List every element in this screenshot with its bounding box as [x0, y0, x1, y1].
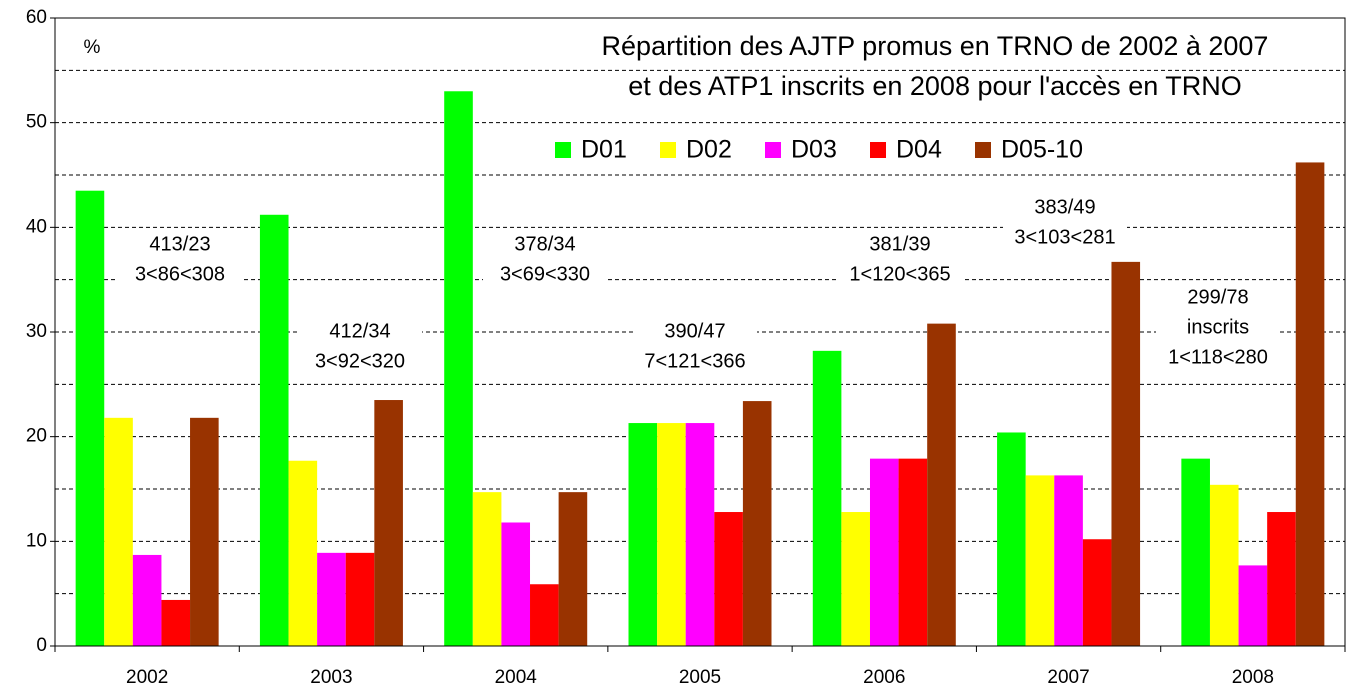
annotation: 378/34 — [514, 233, 575, 255]
annotation: 413/23 — [149, 233, 210, 255]
bar — [317, 552, 346, 646]
annotation-bg — [1156, 344, 1280, 372]
x-tick-label: 2004 — [495, 667, 538, 688]
bar — [714, 512, 743, 646]
annotation: 1<120<365 — [849, 263, 950, 285]
annotation: inscrits — [1187, 316, 1249, 338]
annotation-bg — [298, 318, 422, 346]
x-tick-label: 2007 — [1047, 667, 1089, 688]
annotation-bg — [1003, 194, 1127, 222]
annotation: 412/34 — [329, 320, 390, 342]
annotation-bg — [118, 231, 242, 259]
legend-label: D02 — [686, 136, 732, 164]
plot-area — [54, 17, 1346, 647]
chart-title: Répartition des AJTP promus en TRNO de 2… — [602, 31, 1269, 61]
bar — [161, 599, 191, 646]
annotation-bg — [1156, 314, 1280, 342]
bar — [1181, 458, 1210, 646]
annotation: 299/78 — [1187, 286, 1248, 308]
y-tick-label: 20 — [26, 426, 47, 447]
y-tick-label: 10 — [26, 530, 47, 551]
annotation-bg — [1003, 224, 1127, 252]
annotation-bg — [633, 348, 757, 376]
y-tick-label: 60 — [26, 7, 47, 28]
bar — [288, 460, 318, 646]
bar — [104, 417, 133, 646]
bar — [374, 400, 403, 646]
annotation: 3<86<308 — [135, 263, 225, 285]
bar — [1267, 512, 1296, 646]
bar — [132, 554, 162, 646]
bar — [444, 91, 473, 647]
annotation-bg — [298, 348, 422, 376]
bar — [1025, 475, 1055, 646]
bar — [927, 323, 956, 646]
annotation: 7<121<366 — [644, 350, 745, 372]
bar — [898, 458, 928, 646]
annotation: 3<69<330 — [500, 263, 590, 285]
bar — [558, 492, 588, 646]
bar — [501, 522, 531, 646]
bar — [190, 417, 219, 646]
legend-label: D05-10 — [1001, 136, 1083, 164]
bar — [345, 552, 375, 646]
annotation: 3<103<281 — [1014, 226, 1115, 248]
legend-swatch — [765, 142, 781, 158]
x-tick-label: 2006 — [863, 667, 905, 688]
bar — [259, 214, 289, 647]
bar — [1209, 484, 1239, 646]
annotation-bg — [838, 231, 962, 259]
y-axis-label: % — [84, 37, 101, 58]
bar — [869, 458, 899, 646]
bar — [657, 423, 686, 646]
x-tick-label: 2002 — [126, 667, 168, 688]
bar — [75, 190, 105, 646]
legend-swatch — [555, 142, 571, 158]
bar — [1238, 565, 1268, 646]
bar — [1295, 162, 1325, 646]
bar — [1054, 475, 1083, 646]
annotation: 1<118<280 — [1168, 346, 1268, 368]
bar — [628, 423, 658, 646]
y-tick-label: 0 — [36, 635, 47, 656]
annotation: 3<92<320 — [315, 350, 405, 372]
bar — [472, 492, 502, 646]
bar — [841, 512, 870, 646]
annotation-bg — [838, 261, 962, 289]
y-tick-label: 40 — [26, 216, 47, 237]
x-tick-label: 2003 — [310, 667, 352, 688]
chart-title: et des ATP1 inscrits en 2008 pour l'accè… — [628, 71, 1241, 101]
x-tick-label: 2005 — [679, 667, 721, 688]
legend-swatch — [870, 142, 886, 158]
annotation-bg — [1156, 284, 1280, 312]
annotation-bg — [483, 231, 607, 259]
legend-label: D03 — [791, 136, 837, 164]
bar — [530, 584, 559, 646]
bar — [1111, 261, 1141, 646]
annotation: 383/49 — [1034, 196, 1095, 218]
legend-swatch — [975, 142, 991, 158]
bar — [1082, 539, 1112, 646]
y-tick-label: 50 — [26, 112, 47, 133]
annotation-bg — [483, 261, 607, 289]
annotation: 390/47 — [664, 320, 725, 342]
x-tick-label: 2008 — [1232, 667, 1274, 688]
bar — [997, 432, 1026, 646]
annotation-bg — [633, 318, 757, 346]
bar — [742, 401, 772, 646]
annotation: 381/39 — [869, 233, 930, 255]
y-tick-label: 30 — [26, 321, 47, 342]
bar — [812, 350, 842, 646]
bar — [685, 423, 715, 646]
legend-label: D04 — [896, 136, 942, 164]
annotation-bg — [118, 261, 242, 289]
legend-swatch — [660, 142, 676, 158]
legend-label: D01 — [581, 136, 627, 164]
